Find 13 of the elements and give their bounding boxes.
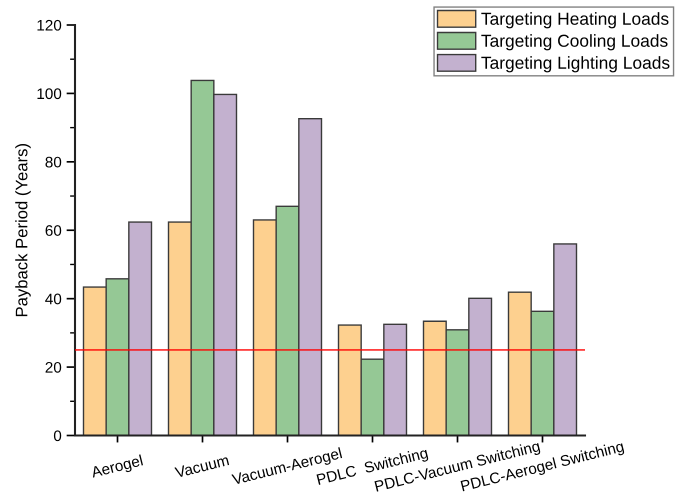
y-tick-label: 100 — [37, 88, 62, 100]
y-tick-label: 80 — [45, 156, 62, 168]
x-tick-label: Vacuum — [174, 454, 230, 478]
y-axis-title: Payback Period (Years) — [15, 144, 31, 316]
legend-label: Targeting Lighting Loads — [481, 56, 670, 72]
y-tick-label: 20 — [46, 362, 62, 373]
legend-label: Targeting Heating Loads — [481, 12, 668, 28]
y-tick-label: 40 — [45, 294, 62, 304]
legend-label: Targeting Cooling Loads — [481, 34, 668, 50]
y-tick-label: 0 — [54, 430, 62, 442]
y-tick-label: 120 — [37, 20, 62, 31]
x-tick-label: Aerogel — [90, 454, 144, 481]
y-tick-label: 60 — [46, 225, 62, 236]
